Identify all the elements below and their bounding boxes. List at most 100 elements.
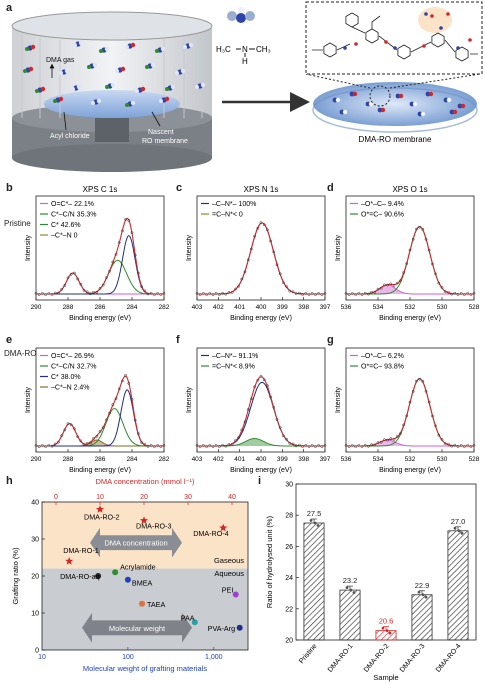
- data-point: [44, 445, 47, 448]
- data-point: [256, 226, 260, 230]
- data-point: [262, 223, 266, 227]
- legend-entry: C*–C/N 35.3%: [51, 212, 97, 219]
- gas-molecule: [35, 86, 46, 93]
- panel-label-f: f: [176, 334, 180, 346]
- data-point: [146, 445, 150, 448]
- data-point: [105, 418, 108, 422]
- data-point: [357, 444, 361, 447]
- aqueous-point: [236, 624, 243, 631]
- replicate-point: [421, 593, 425, 597]
- data-point: [108, 269, 111, 273]
- data-point: [47, 443, 51, 447]
- y-tick-label: 28: [285, 513, 293, 520]
- data-point: [370, 443, 373, 446]
- component-peak-fill: [197, 438, 325, 446]
- plot-frame: [196, 195, 326, 301]
- legend-entry: –C–N*– 100%: [212, 201, 256, 208]
- replicate-point: [460, 531, 464, 535]
- y-tick-label: 30: [285, 482, 293, 489]
- x-axis-label: Binding energy (eV): [230, 467, 292, 474]
- plot-frame: [345, 195, 475, 301]
- data-point: [447, 290, 450, 294]
- data-point: [386, 438, 389, 442]
- data-point: [221, 443, 224, 447]
- dma-formula-n: N: [242, 45, 248, 54]
- legend-entry: C* 42.6%: [51, 222, 81, 229]
- polyamide-structure-inset: [305, 1, 483, 75]
- data-point: [469, 445, 473, 448]
- data-point: [117, 387, 121, 391]
- data-point: [360, 445, 364, 448]
- data-point: [314, 445, 317, 448]
- legend-entry: =C–N*< 0: [212, 212, 243, 219]
- data-point: [275, 263, 279, 267]
- top-tick-label: 30: [184, 494, 192, 501]
- data-point: [121, 229, 124, 233]
- membrane-molecules: [332, 91, 466, 117]
- xps-panel-g: Binding energy (eV) Intensity 536 534 532 530…: [335, 347, 480, 474]
- y-axis-label: Intensity: [335, 234, 342, 261]
- gaseous-point: [219, 523, 228, 532]
- data-point: [411, 389, 415, 393]
- data-point: [224, 444, 228, 448]
- data-point: [205, 293, 208, 296]
- gas-molecule: [145, 62, 156, 69]
- replicate-point: [457, 529, 461, 533]
- top-tick-label: 0: [54, 494, 58, 501]
- gaseous-point: [96, 505, 104, 513]
- data-point: [198, 293, 202, 296]
- data-point: [124, 374, 127, 377]
- data-point: [344, 292, 348, 295]
- x-tick-label: 532: [405, 304, 416, 311]
- data-point: [149, 444, 153, 447]
- nascent-label-2: RO membrane: [142, 138, 188, 145]
- data-point: [127, 219, 131, 222]
- x-tick-label: 399: [277, 456, 288, 463]
- y-axis-label: Intensity: [25, 234, 32, 261]
- plot-frame: [196, 347, 326, 453]
- data-point: [63, 428, 67, 432]
- data-point: [214, 444, 218, 447]
- data-point: [320, 293, 324, 296]
- data-point: [195, 292, 199, 295]
- data-point: [143, 289, 147, 293]
- bar: [339, 589, 361, 641]
- data-point: [60, 287, 63, 291]
- gas-molecule: [91, 98, 102, 105]
- data-point: [198, 445, 202, 448]
- data-point: [431, 414, 434, 418]
- data-point: [317, 292, 320, 295]
- data-point: [399, 279, 402, 283]
- legend-entry: C* 38.0%: [51, 374, 81, 381]
- data-point: [376, 441, 380, 444]
- gas-molecule: [195, 82, 206, 89]
- data-point: [472, 444, 476, 447]
- data-point: [50, 293, 54, 296]
- data-point: [60, 434, 63, 437]
- membrane-molecule: [457, 103, 466, 109]
- legend-entry: –C*–N 2.4%: [51, 385, 90, 392]
- membrane-molecule: [365, 101, 374, 107]
- data-point: [76, 435, 79, 439]
- data-point: [317, 444, 320, 447]
- data-point: [37, 445, 41, 448]
- data-point: [133, 253, 137, 257]
- data-point: [298, 291, 301, 295]
- arrow-mw-label: Molecular weight: [109, 624, 166, 633]
- bar-value-label: 27.0: [451, 517, 466, 526]
- data-point: [278, 272, 282, 276]
- aqueous-point: [139, 600, 146, 607]
- data-point: [424, 389, 428, 393]
- data-point: [424, 237, 428, 241]
- legend-entry: –O*–C– 9.4%: [361, 201, 404, 208]
- data-point: [298, 443, 301, 447]
- x-tick-label: 288: [63, 304, 74, 311]
- x-tick-label: 536: [341, 304, 352, 311]
- data-point: [427, 400, 431, 404]
- legend-entry: –O*–C– 6.2%: [361, 353, 404, 360]
- data-point: [282, 281, 285, 284]
- data-point: [114, 397, 118, 401]
- y-axis-label: Intensity: [25, 386, 32, 413]
- replicate-point: [352, 591, 356, 594]
- aqueous-label: Aqueous: [214, 569, 244, 578]
